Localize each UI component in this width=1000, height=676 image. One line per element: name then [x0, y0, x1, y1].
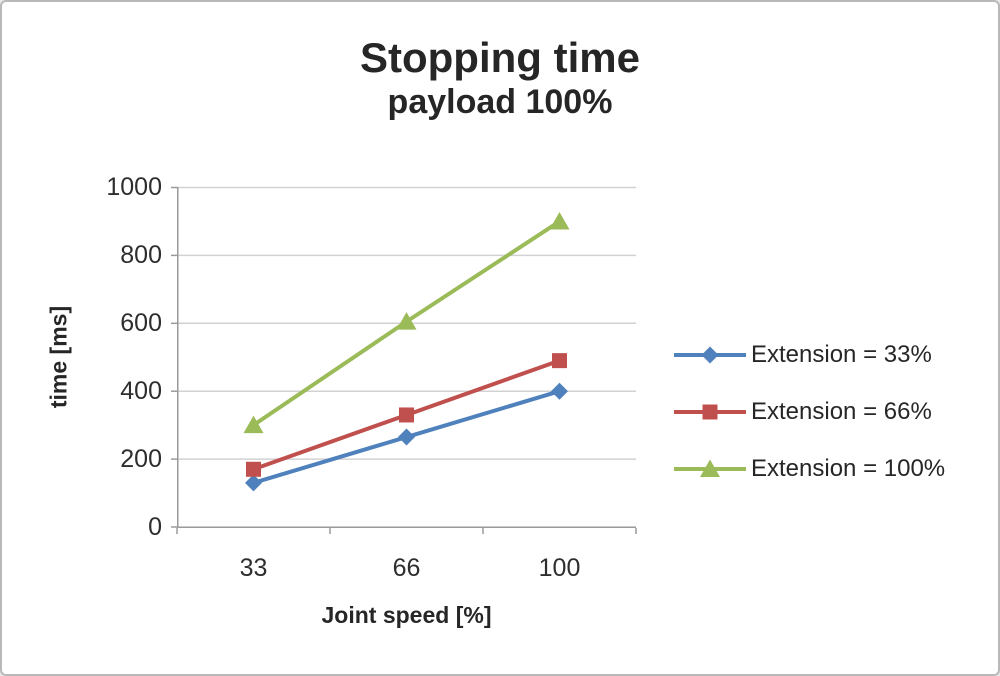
legend-item: Extension = 33%	[674, 341, 945, 369]
y-tick-label: 1000	[106, 173, 162, 201]
title-block: Stopping time payload 100%	[2, 34, 998, 123]
data-point-marker	[246, 461, 261, 477]
y-tick-label: 200	[120, 445, 162, 473]
legend-label: Extension = 33%	[751, 341, 932, 368]
y-axis-title: time [ms]	[45, 305, 72, 409]
x-tick-label: 100	[538, 554, 581, 582]
y-tick-label: 0	[148, 513, 162, 541]
data-point-marker	[549, 211, 570, 230]
legend-swatch-square-icon	[674, 404, 746, 420]
data-point-marker	[243, 415, 264, 434]
x-tick-label: 66	[392, 554, 421, 582]
chart-subtitle: payload 100%	[387, 83, 613, 122]
x-tick-label: 33	[239, 554, 268, 582]
y-tick-label: 600	[120, 309, 162, 337]
data-point-marker	[398, 428, 415, 446]
x-axis-title: Joint speed [%]	[321, 602, 492, 628]
legend-item: Extension = 66%	[674, 398, 945, 426]
legend: Extension = 33% Extension = 66% Extensio…	[674, 341, 945, 483]
legend-label: Extension = 66%	[751, 398, 932, 425]
x-axis-tick-labels: 33 66 100	[177, 554, 636, 583]
y-tick-label: 800	[120, 241, 162, 269]
data-point-marker	[399, 407, 414, 423]
plot-area	[171, 186, 637, 534]
y-axis-tick-labels: 1000 800 600 400 200 0	[90, 173, 162, 541]
data-point-marker	[552, 353, 567, 369]
y-tick-label: 400	[120, 377, 162, 405]
legend-swatch-diamond-icon	[674, 346, 746, 364]
data-point-marker	[551, 382, 568, 400]
chart-title: Stopping time	[360, 34, 640, 81]
data-point-marker	[396, 312, 417, 330]
data-point-marker	[245, 474, 262, 492]
legend-marker	[702, 404, 718, 420]
legend-swatch-triangle-icon	[674, 459, 746, 477]
legend-item: Extension = 100%	[674, 455, 945, 483]
legend-marker	[701, 346, 719, 364]
legend-marker	[700, 459, 720, 477]
legend-label: Extension = 100%	[751, 455, 946, 482]
